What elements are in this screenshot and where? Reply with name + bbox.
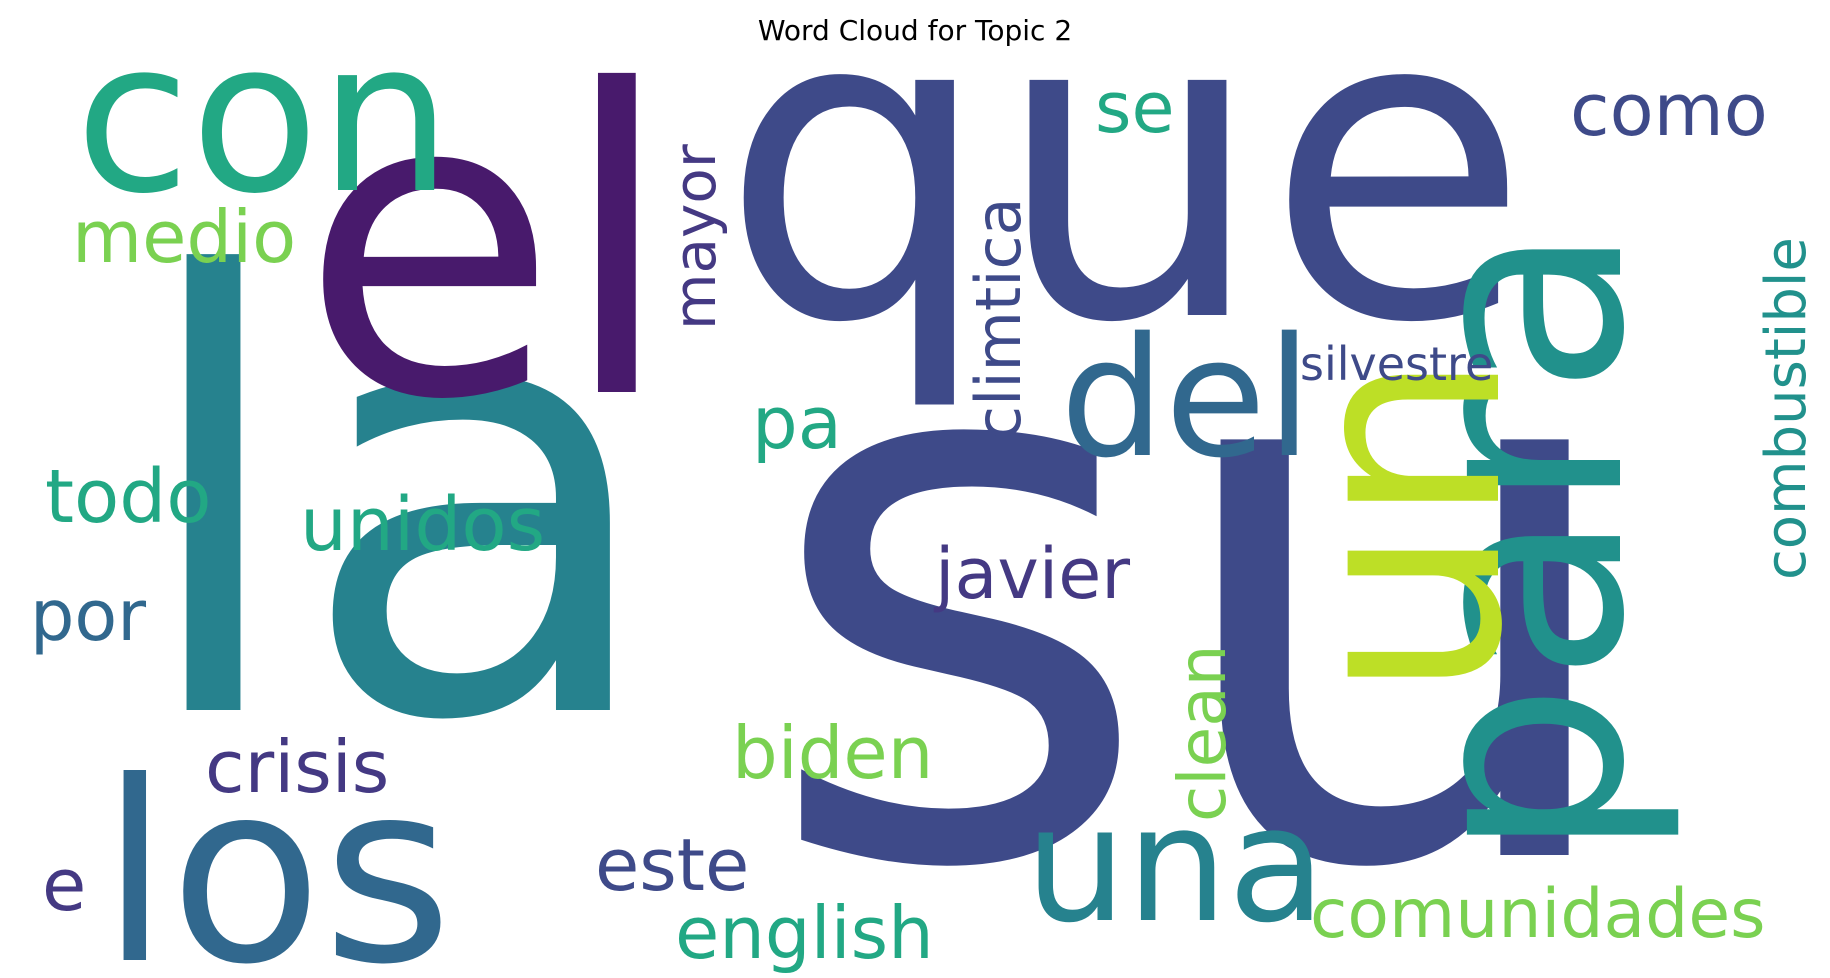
word-el: el [300, 3, 675, 492]
word-climtica: climtica [962, 197, 1035, 440]
word-comunidades: comunidades [1310, 875, 1766, 954]
word-se: se [1095, 67, 1175, 149]
word-este: este [595, 823, 749, 907]
word-la: la [130, 153, 664, 852]
word-crisis: crisis [205, 725, 389, 809]
chart-title: Word Cloud for Topic 2 [757, 14, 1073, 47]
word-english: english [675, 891, 934, 975]
word-medio: medio [72, 195, 296, 279]
word-un: un [1243, 351, 1563, 700]
word-para: para [1361, 224, 1687, 860]
word-pa: pa [752, 381, 842, 465]
word-javier: javier [933, 533, 1130, 615]
word-como: como [1570, 68, 1768, 152]
word-una: una [1025, 771, 1326, 958]
word-mayor: mayor [661, 144, 729, 330]
word-silvestre: silvestre [1300, 337, 1493, 391]
word-su: su [760, 151, 1638, 978]
word-por: por [30, 575, 146, 657]
word-unidos: unidos [300, 482, 545, 568]
word-del: del [1060, 302, 1312, 494]
word-combustible: combustible [1754, 237, 1819, 580]
word-todo: todo [45, 454, 212, 540]
word-los: los [100, 728, 453, 978]
word-con: con [75, 0, 452, 240]
word-que: que [720, 0, 1530, 417]
word-e: e [42, 843, 86, 927]
word-biden: biden [732, 711, 933, 795]
word-clean: clean [1164, 644, 1241, 822]
